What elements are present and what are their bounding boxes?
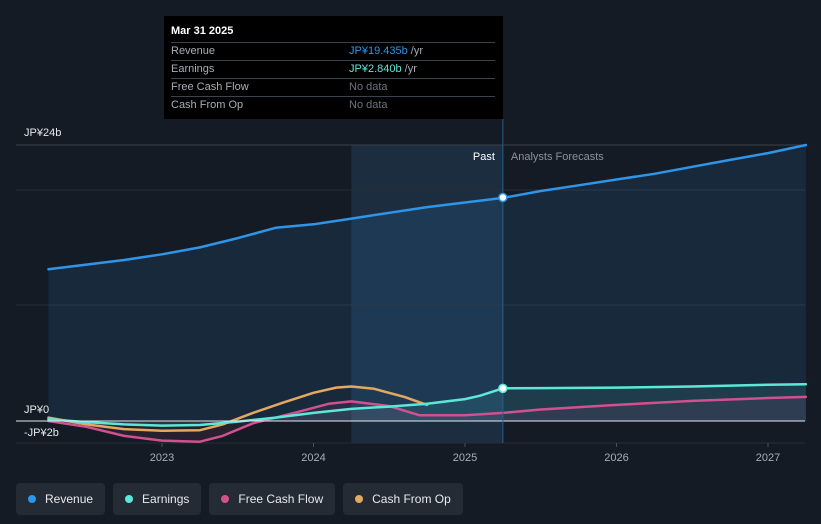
tooltip-label: Cash From Op	[171, 99, 244, 111]
tooltip-label: Revenue	[171, 45, 216, 57]
legend-dot-icon	[355, 495, 364, 503]
legend-item-free-cash-flow[interactable]: Free Cash Flow	[209, 483, 336, 515]
legend-dot-icon	[221, 495, 230, 503]
y-tick-label: JP¥24b	[24, 127, 61, 139]
legend-item-cash-from-op[interactable]: Cash From Op	[343, 483, 463, 515]
series-line-free-cash-flow	[47, 395, 808, 443]
legend-item-revenue[interactable]: Revenue	[16, 483, 106, 515]
x-tick-label: 2023	[150, 452, 174, 464]
tooltip-value: No data	[349, 81, 388, 93]
series-line-cash-from-op	[47, 385, 429, 433]
y-tick-label: -JP¥2b	[24, 427, 59, 439]
tooltip-row-earnings: Earnings JP¥2.840b /yr	[171, 60, 495, 78]
tooltip: Mar 31 2025 Revenue JP¥19.435b /yr Earni…	[164, 16, 503, 119]
legend-label: Free Cash Flow	[238, 492, 324, 506]
tooltip-row-revenue: Revenue JP¥19.435b /yr	[171, 42, 495, 60]
past-region	[351, 145, 503, 443]
x-tick-label: 2025	[453, 452, 477, 464]
tooltip-unit: /yr	[407, 45, 423, 57]
past-label: Past	[473, 151, 495, 163]
legend-label: Cash From Op	[372, 492, 451, 506]
legend-item-earnings[interactable]: Earnings	[113, 483, 202, 515]
tooltip-date: Mar 31 2025	[171, 25, 234, 37]
series-area-free-cash-flow	[48, 396, 806, 442]
series-area-revenue	[48, 145, 806, 421]
tooltip-label: Free Cash Flow	[171, 81, 249, 93]
legend-label: Revenue	[45, 492, 94, 506]
forecast-label: Analysts Forecasts	[511, 151, 604, 163]
marker-earnings	[498, 383, 508, 394]
tooltip-row-free-cash-flow: Free Cash Flow No data	[171, 78, 495, 96]
legend-dot-icon	[28, 495, 36, 503]
marker-revenue	[498, 192, 508, 203]
tooltip-value: JP¥19.435b	[349, 45, 408, 57]
legend: Revenue Earnings Free Cash Flow Cash Fro…	[16, 483, 463, 515]
x-tick-label: 2026	[604, 452, 628, 464]
legend-dot-icon	[125, 495, 134, 503]
tooltip-row-cash-from-op: Cash From Op No data	[171, 96, 495, 114]
tooltip-value: No data	[349, 99, 388, 111]
y-tick-label: JP¥0	[24, 404, 49, 416]
tooltip-unit: /yr	[401, 63, 417, 75]
x-tick-label: 2024	[301, 452, 325, 464]
tooltip-value: JP¥2.840b	[349, 63, 402, 75]
legend-label: Earnings	[142, 492, 190, 506]
x-tick-label: 2027	[756, 452, 780, 464]
tooltip-label: Earnings	[171, 63, 215, 75]
series-line-earnings	[47, 382, 808, 427]
series-line-revenue	[47, 143, 808, 271]
